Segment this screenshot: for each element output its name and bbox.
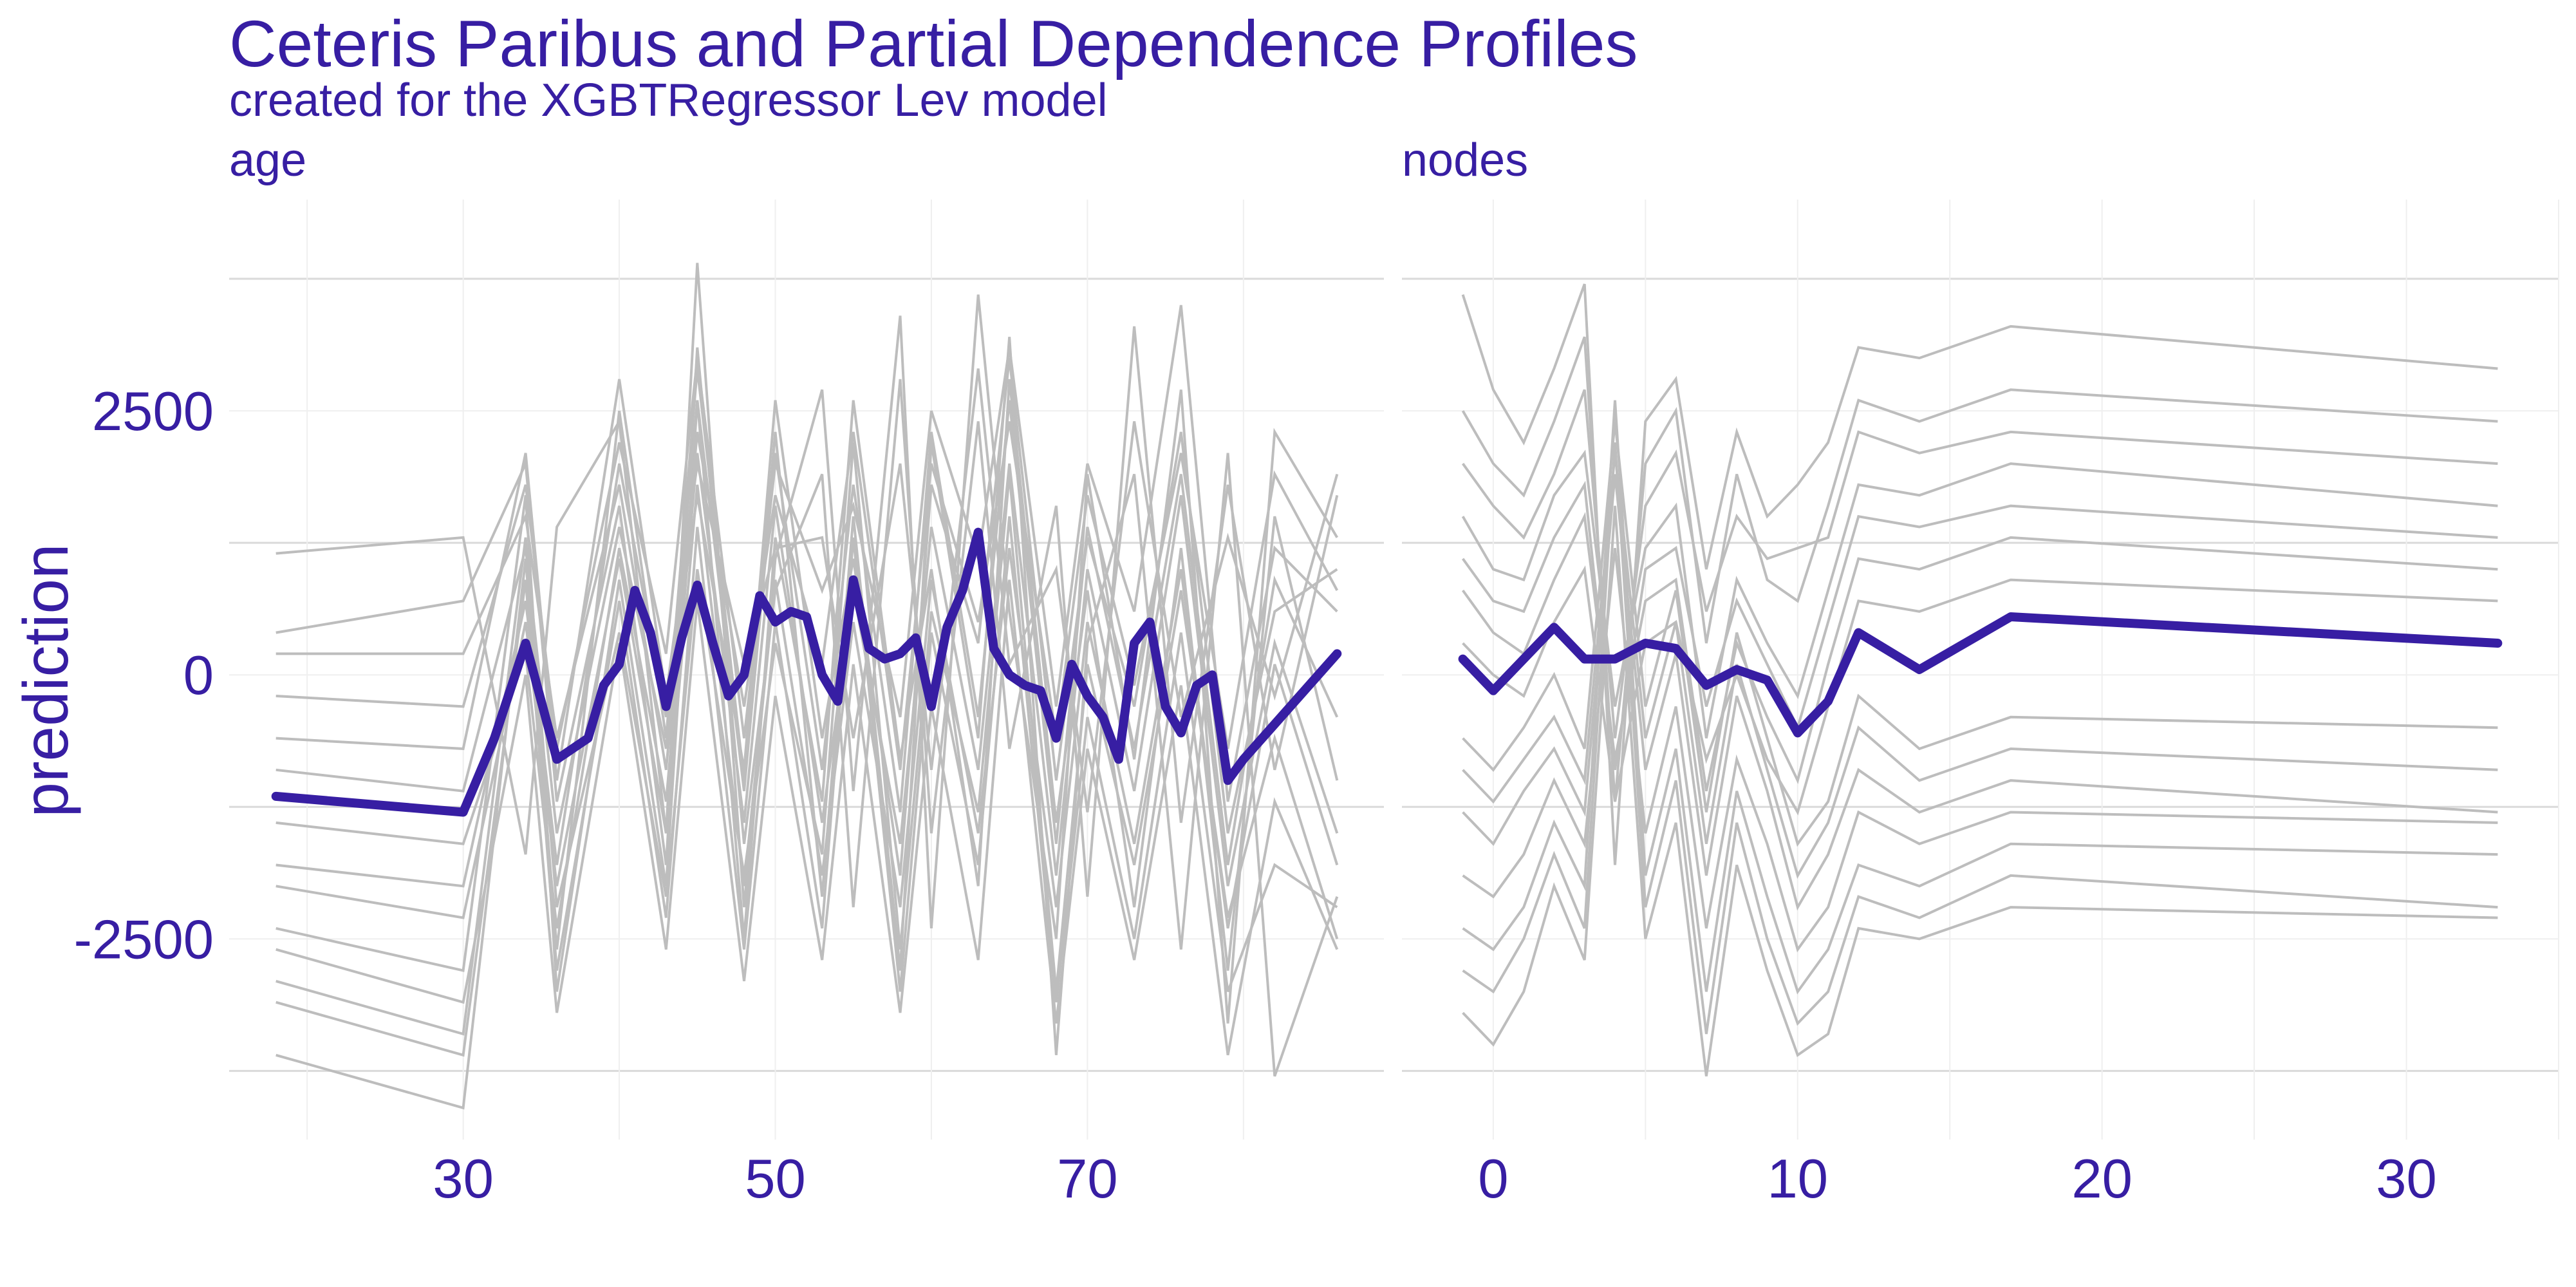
y-tick-label: -2500 <box>74 909 214 970</box>
x-tick-label: 70 <box>1057 1149 1118 1210</box>
cp-profile-line <box>1461 449 2498 738</box>
pd-profile-line <box>271 527 1342 817</box>
panel-nodes: nodes 0 10 20 30 <box>1402 135 2559 1210</box>
panel-age: age 30 50 70 <box>229 135 1384 1210</box>
cp-profile-line <box>1462 505 2498 1076</box>
cp-profile-line <box>1462 442 2498 1035</box>
x-tick-label: 20 <box>2071 1149 2133 1210</box>
facet-label: nodes <box>1402 135 1528 186</box>
y-axis-title: prediction <box>10 544 81 818</box>
cp-profile-line <box>1462 453 2498 879</box>
chart-subtitle: created for the XGBTRegressor Lev model <box>229 75 1108 126</box>
pd-profile-line <box>1458 612 2503 738</box>
x-tick-label: 0 <box>1478 1149 1508 1210</box>
facet-label: age <box>229 135 306 186</box>
cp-profile-line <box>275 579 1339 1056</box>
y-tick-labels: -2500 0 2500 <box>74 381 214 970</box>
cp-profile-line <box>1461 389 2498 738</box>
x-tick-label: 10 <box>1767 1149 1828 1210</box>
cp-profile-line <box>275 368 1339 813</box>
cp-profile-line <box>1462 565 2498 816</box>
y-tick-label: 0 <box>183 645 214 706</box>
cp-profile-line <box>275 305 1338 802</box>
x-tick-label: 30 <box>433 1149 494 1210</box>
cp-profile-line <box>275 442 1339 1036</box>
cp-profile-line <box>1462 548 2498 953</box>
cp-profile-line <box>1462 421 2498 847</box>
x-tick-label: 30 <box>2376 1149 2437 1210</box>
cp-profile-line <box>1461 283 2498 865</box>
chart-title: Ceteris Paribus and Partial Dependence P… <box>229 7 1638 80</box>
cp-profile-line <box>1462 400 2498 995</box>
cp-profile-line <box>1462 474 2498 911</box>
cp-profile-line <box>1461 480 2498 771</box>
cp-profile-line <box>1461 336 2498 802</box>
y-tick-label: 2500 <box>92 381 214 442</box>
x-tick-label: 50 <box>745 1149 806 1210</box>
cp-profile-line <box>1461 512 2498 792</box>
